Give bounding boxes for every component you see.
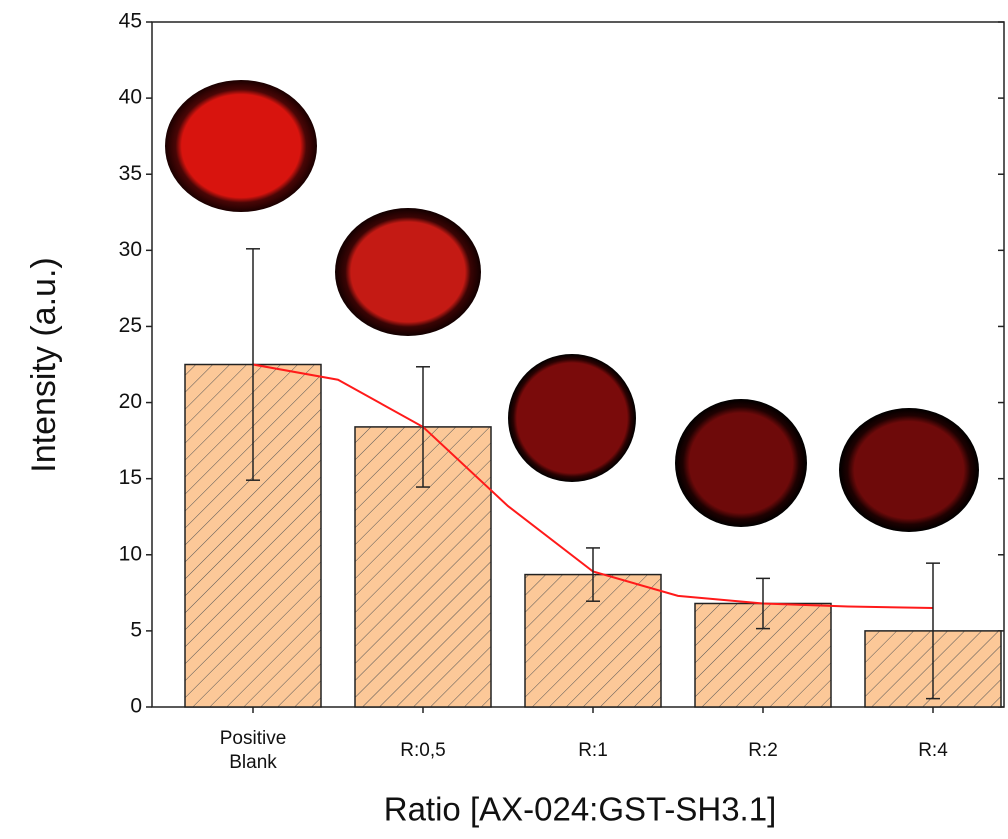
x-tick-label: R:4 [885, 739, 981, 763]
x-tick-label: R:2 [715, 739, 811, 763]
y-tick-label: 5 [130, 618, 142, 641]
y-tick-label: 15 [119, 466, 142, 489]
y-tick-label: 40 [119, 86, 142, 109]
y-tick-label: 30 [119, 238, 142, 261]
x-tick-label: R:0,5 [375, 739, 471, 763]
y-axis-title: Intensity (a.u.) [25, 257, 63, 472]
page: Intensity (a.u.) Ratio [AX-024:GST-SH3.1… [0, 0, 1008, 839]
dish-image [335, 208, 481, 336]
dish-image [508, 354, 636, 482]
y-tick-label: 0 [130, 695, 142, 718]
x-tick-label: R:1 [545, 739, 641, 763]
dish-image [675, 399, 807, 527]
y-tick-label: 45 [119, 10, 142, 33]
x-axis-title: Ratio [AX-024:GST-SH3.1] [384, 791, 777, 828]
y-tick-label: 20 [119, 390, 142, 413]
y-tick-label: 35 [119, 162, 142, 185]
x-tick-label: Positive Blank [205, 727, 301, 775]
dish-image [839, 408, 979, 532]
chart: Intensity (a.u.) Ratio [AX-024:GST-SH3.1… [0, 0, 1008, 839]
y-tick-label: 25 [119, 314, 142, 337]
y-tick-label: 10 [119, 542, 142, 565]
dish-image [165, 80, 317, 212]
